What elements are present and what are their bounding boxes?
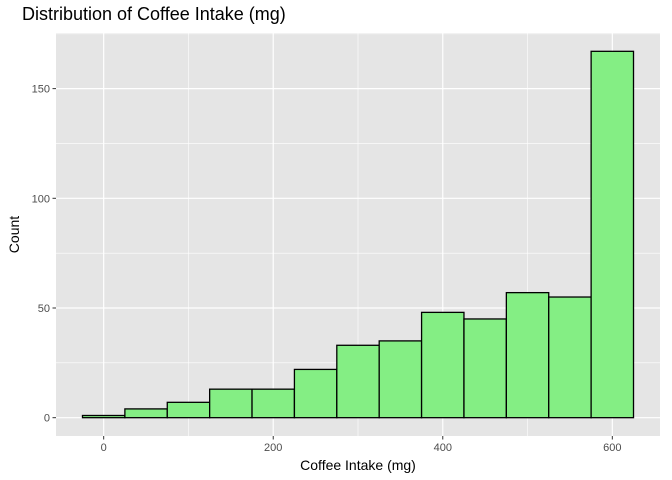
y-axis-ticks: 0 50 100 150 <box>32 84 56 425</box>
histogram-bar <box>378 340 423 419</box>
y-tick-label: 50 <box>38 303 50 315</box>
histogram-bar <box>293 368 338 419</box>
histogram-bar <box>590 50 635 419</box>
histogram-bar <box>251 388 296 419</box>
histogram-bars <box>81 50 635 419</box>
x-tick-label: 200 <box>264 442 282 454</box>
chart-title: Distribution of Coffee Intake (mg) <box>22 4 286 24</box>
histogram-bar <box>548 296 592 419</box>
histogram-bar <box>124 408 168 419</box>
y-tick-label: 100 <box>32 193 50 205</box>
x-tick-label: 0 <box>101 442 107 454</box>
histogram-bar <box>463 318 508 419</box>
y-tick-label: 0 <box>44 413 50 425</box>
x-tick-label: 600 <box>603 442 621 454</box>
y-tick-label: 150 <box>32 84 50 96</box>
y-axis-title: Count <box>6 216 22 253</box>
histogram-bar <box>336 344 380 419</box>
histogram-bar <box>208 388 253 419</box>
x-axis-title: Coffee Intake (mg) <box>300 457 416 473</box>
histogram-bar <box>505 291 550 419</box>
histogram-bar <box>166 401 211 419</box>
histogram-bar <box>420 311 465 419</box>
histogram-bar <box>81 414 126 419</box>
x-tick-label: 400 <box>434 442 452 454</box>
x-axis-ticks: 0 200 400 600 <box>101 436 621 454</box>
